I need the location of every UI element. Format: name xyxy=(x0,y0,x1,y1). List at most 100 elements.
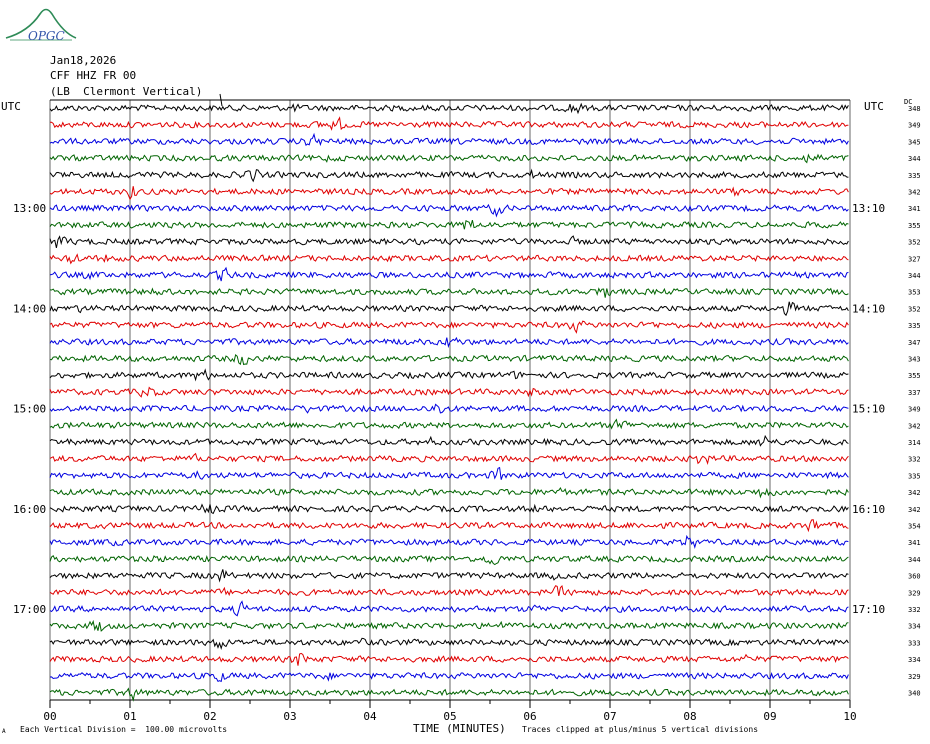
hour-label-right: 16:10 xyxy=(852,503,885,516)
seismic-trace xyxy=(49,253,849,265)
dc-value: 355 xyxy=(908,372,921,380)
dc-value: 334 xyxy=(908,656,921,664)
x-tick-label: 05 xyxy=(443,710,456,723)
dc-value: 332 xyxy=(908,456,921,464)
dc-value: 352 xyxy=(908,239,921,247)
dc-value: 348 xyxy=(908,105,921,113)
seismic-trace xyxy=(49,534,849,549)
seismic-trace xyxy=(49,637,849,651)
dc-value: 349 xyxy=(908,122,921,130)
seismic-trace xyxy=(49,336,849,349)
hour-label-right: 13:10 xyxy=(852,202,885,215)
dc-value: 352 xyxy=(908,305,921,313)
logo-text: OPGC xyxy=(28,29,65,43)
x-tick-label: 04 xyxy=(363,710,377,723)
hour-label-right: 14:10 xyxy=(852,302,885,315)
seismic-trace xyxy=(49,320,849,334)
dc-value: 344 xyxy=(908,556,921,564)
dc-value: 354 xyxy=(908,523,921,531)
hour-label-left: 15:00 xyxy=(13,403,46,416)
x-tick-label: 10 xyxy=(843,710,856,723)
seismic-trace xyxy=(49,266,849,282)
seismic-trace xyxy=(49,203,849,218)
x-tick-label: 06 xyxy=(523,710,536,723)
seismic-trace xyxy=(49,569,849,583)
dc-value: 329 xyxy=(908,673,921,681)
dc-value: 342 xyxy=(908,422,921,430)
seismic-trace xyxy=(49,102,849,115)
seismic-trace xyxy=(49,452,849,465)
hour-label-right: 17:10 xyxy=(852,603,885,616)
dc-value: 335 xyxy=(908,322,921,330)
seismic-trace xyxy=(49,386,849,398)
seismic-trace xyxy=(49,619,849,632)
seismic-trace xyxy=(49,353,849,366)
dc-value: 360 xyxy=(908,573,921,581)
plot-date: Jan18,2026 xyxy=(50,54,117,67)
hour-label-right: 15:10 xyxy=(852,403,885,416)
station-location: (LB Clermont Vertical) xyxy=(50,85,203,98)
seismic-trace xyxy=(49,153,849,164)
seismic-trace xyxy=(49,235,849,249)
dc-value: 355 xyxy=(908,222,921,230)
dc-value: 329 xyxy=(908,589,921,597)
seismic-trace xyxy=(49,584,849,597)
seismic-trace xyxy=(49,403,849,414)
seismic-trace xyxy=(49,671,849,683)
seismic-trace xyxy=(49,466,849,480)
station-code: CFF HHZ FR 00 xyxy=(50,69,137,82)
seismic-trace xyxy=(49,503,849,515)
seismic-trace xyxy=(49,368,849,382)
seismic-trace xyxy=(49,434,849,447)
dc-value: 343 xyxy=(908,356,921,364)
x-axis-label: TIME (MINUTES) xyxy=(413,722,506,735)
start-marker xyxy=(219,93,223,107)
x-tick-label: 01 xyxy=(123,710,136,723)
seismic-trace xyxy=(49,652,849,666)
dc-value: 335 xyxy=(908,172,921,180)
x-tick-label: 09 xyxy=(763,710,776,723)
dc-value: 349 xyxy=(908,406,921,414)
dc-value: 342 xyxy=(908,489,921,497)
seismic-trace xyxy=(50,116,849,131)
dc-value: 344 xyxy=(908,272,921,280)
seismic-trace xyxy=(49,301,849,317)
seismic-trace xyxy=(49,168,849,183)
hour-label-left: 13:00 xyxy=(13,202,46,215)
seismic-trace xyxy=(49,554,849,566)
dc-value: 347 xyxy=(908,339,921,347)
dc-value: 345 xyxy=(908,138,921,146)
utc-label-right: UTC xyxy=(864,100,884,113)
dc-value: 340 xyxy=(908,690,921,698)
seismic-trace xyxy=(49,519,849,533)
seismic-trace xyxy=(49,132,849,147)
x-tick-label: 07 xyxy=(603,710,616,723)
dc-value: 327 xyxy=(908,255,921,263)
dc-value: 341 xyxy=(908,205,921,213)
dc-value: 337 xyxy=(908,389,921,397)
dc-value: 342 xyxy=(908,189,921,197)
dc-value: 332 xyxy=(908,606,921,614)
seismic-trace xyxy=(49,418,849,430)
seismic-trace xyxy=(49,487,849,499)
dc-value: 334 xyxy=(908,623,921,631)
dc-value: 344 xyxy=(908,155,921,163)
hour-label-left: 14:00 xyxy=(13,302,46,315)
vertical-division-note: Each Vertical Division = 100.00 microvol… xyxy=(20,725,228,734)
x-tick-label: 03 xyxy=(283,710,296,723)
opgc-logo: OPGC xyxy=(5,8,77,43)
x-tick-label: 08 xyxy=(683,710,696,723)
dc-value: 335 xyxy=(908,472,921,480)
seismic-trace xyxy=(49,219,849,230)
seismic-trace xyxy=(49,687,849,702)
hour-label-left: 17:00 xyxy=(13,603,46,616)
clip-note: Traces clipped at plus/minus 5 vertical … xyxy=(522,725,759,734)
dc-value: 341 xyxy=(908,539,921,547)
utc-label-left: UTC xyxy=(1,100,21,113)
seismic-trace xyxy=(49,186,849,201)
dc-value: 342 xyxy=(908,506,921,514)
corner-mark: A xyxy=(2,728,6,735)
seismic-trace xyxy=(49,600,849,617)
x-tick-label: 02 xyxy=(203,710,216,723)
